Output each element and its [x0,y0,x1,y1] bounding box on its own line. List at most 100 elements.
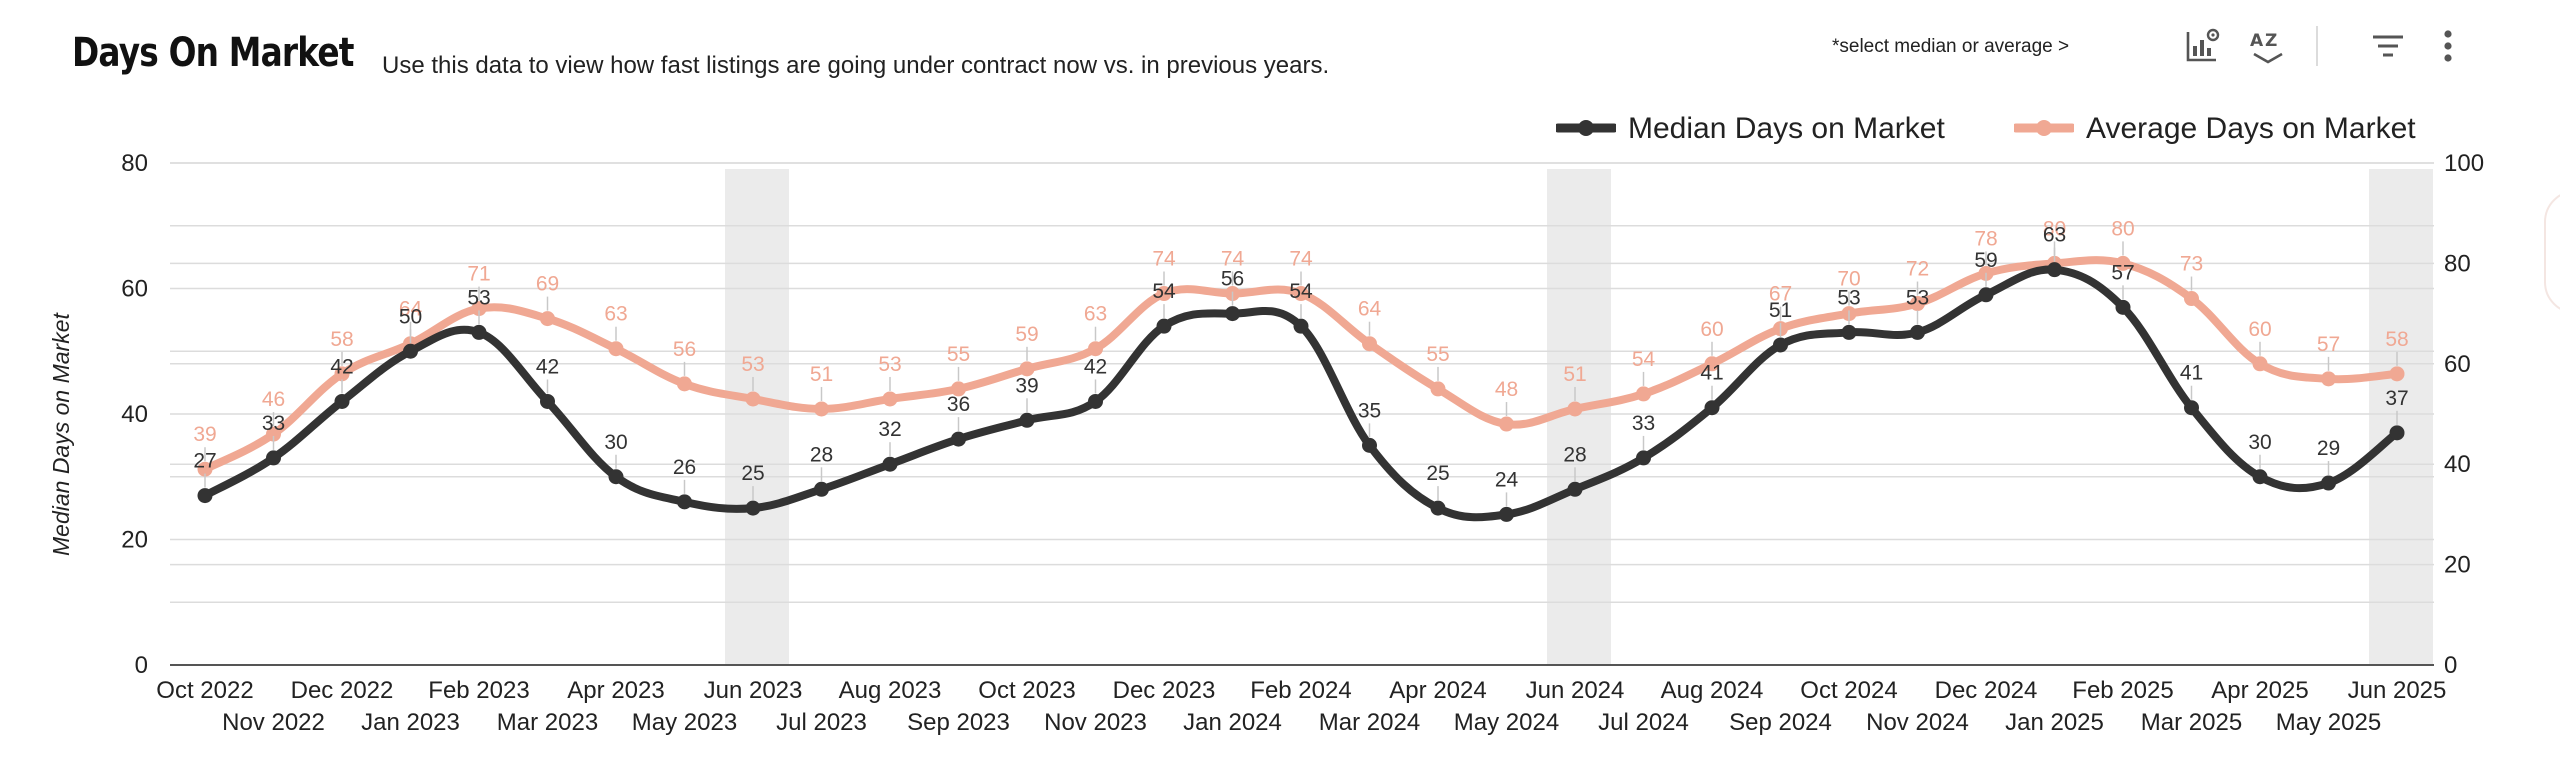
data-label-average: 60 [2248,318,2271,341]
data-point-median [1088,393,1103,409]
data-label-median: 39 [1015,374,1038,397]
chart-toolbar: A Z [2180,24,2470,68]
data-point-median [471,324,487,340]
data-point-average [677,376,692,392]
data-label-average: 48 [1495,378,1518,401]
data-label-median: 51 [1769,299,1792,322]
data-label-average: 51 [1563,363,1586,386]
data-label-median: 25 [1426,462,1449,485]
data-label-median: 42 [1084,355,1107,378]
data-point-average [1636,386,1651,402]
data-point-average [1293,286,1309,302]
x-tick-label: Aug 2023 [839,677,942,704]
data-label-average: 72 [1906,258,1929,281]
data-label-average: 60 [1700,318,1723,341]
data-point-median [951,431,966,447]
sort-az-icon[interactable]: A Z [2246,24,2290,68]
x-tick-label: Mar 2024 [1319,709,1420,736]
x-tick-label: Dec 2024 [1935,677,2038,704]
y-tick-label: 0 [135,652,148,679]
data-label-average: 55 [1426,343,1449,366]
data-point-median [266,450,281,466]
data-point-median [403,343,418,359]
filter-icon[interactable] [2366,24,2410,68]
data-point-median [1910,324,1925,340]
data-label-average: 46 [262,388,285,411]
data-point-average [608,341,624,357]
data-point-median [1978,287,1994,303]
data-point-average [745,391,761,407]
legend-swatch-average [2014,120,2074,136]
more-vert-icon[interactable] [2426,24,2470,68]
data-label-median: 25 [741,462,764,485]
x-tick-label: Feb 2024 [1250,677,1351,704]
data-label-median: 57 [2111,261,2134,284]
data-point-median [608,469,624,485]
y2-tick-label: 0 [2444,652,2457,679]
data-point-average [951,381,966,397]
data-point-average [1910,296,1925,312]
data-point-average [1362,336,1377,352]
data-label-average: 74 [1221,248,1245,271]
data-point-median [1156,318,1172,334]
data-label-median: 30 [604,431,627,454]
data-label-average: 71 [467,263,490,286]
data-label-median: 54 [1152,280,1176,303]
y-tick-label: 80 [121,150,148,177]
shaded-month-band [2369,169,2433,665]
y2-tick-label: 40 [2444,451,2471,478]
x-tick-label: Jul 2023 [776,709,867,736]
x-tick-label: Dec 2023 [1113,677,1216,704]
data-point-average [2321,371,2336,387]
x-tick-label: Mar 2023 [497,709,598,736]
data-label-median: 37 [2385,387,2408,410]
x-tick-label: Jun 2023 [704,677,803,704]
data-label-average: 80 [2043,217,2066,240]
x-tick-label: Nov 2022 [222,709,325,736]
data-point-median [540,393,555,409]
data-label-average: 64 [1358,298,1382,321]
data-label-median: 50 [399,305,422,328]
x-tick-label: Oct 2023 [978,677,1075,704]
y2-tick-label: 100 [2444,150,2484,177]
data-point-average [1156,286,1172,302]
data-point-average [1704,356,1720,372]
data-point-average [2389,366,2405,382]
x-tick-label: Jan 2025 [2005,709,2104,736]
chart-settings-icon[interactable] [2180,24,2224,68]
data-label-median: 33 [262,412,285,435]
data-point-median [1773,337,1788,353]
data-label-average: 55 [947,343,970,366]
data-point-average [1499,416,1514,432]
data-point-average [2252,356,2268,372]
data-label-average: 69 [536,273,559,296]
data-point-average [197,461,213,477]
x-tick-label: Apr 2024 [1389,677,1486,704]
data-point-average [266,426,281,442]
y-tick-label: 60 [121,276,148,303]
data-label-average: 51 [810,363,833,386]
data-label-median: 27 [193,450,216,473]
shaded-month-band [725,169,789,665]
data-label-average: 70 [1837,268,1860,291]
y2-tick-label: 20 [2444,552,2471,579]
data-point-median [334,393,350,409]
data-label-average: 59 [1015,323,1038,346]
x-tick-label: Jun 2024 [1526,677,1625,704]
data-point-median [1019,412,1035,428]
data-point-average [882,391,898,407]
x-tick-label: Jan 2024 [1183,709,1282,736]
data-point-average [2115,255,2131,271]
x-tick-label: Feb 2023 [428,677,529,704]
data-point-median [1567,481,1583,497]
data-label-median: 41 [1700,362,1723,385]
metric-select-hint: *select median or average > [1832,36,2070,57]
x-tick-label: Sep 2024 [1729,709,1832,736]
data-label-median: 33 [1632,412,1655,435]
x-tick-label: Jan 2023 [361,709,460,736]
page-title: Days On Market [72,30,354,76]
data-label-median: 59 [1974,249,1997,272]
x-tick-label: Nov 2023 [1044,709,1147,736]
data-point-median [882,456,898,472]
